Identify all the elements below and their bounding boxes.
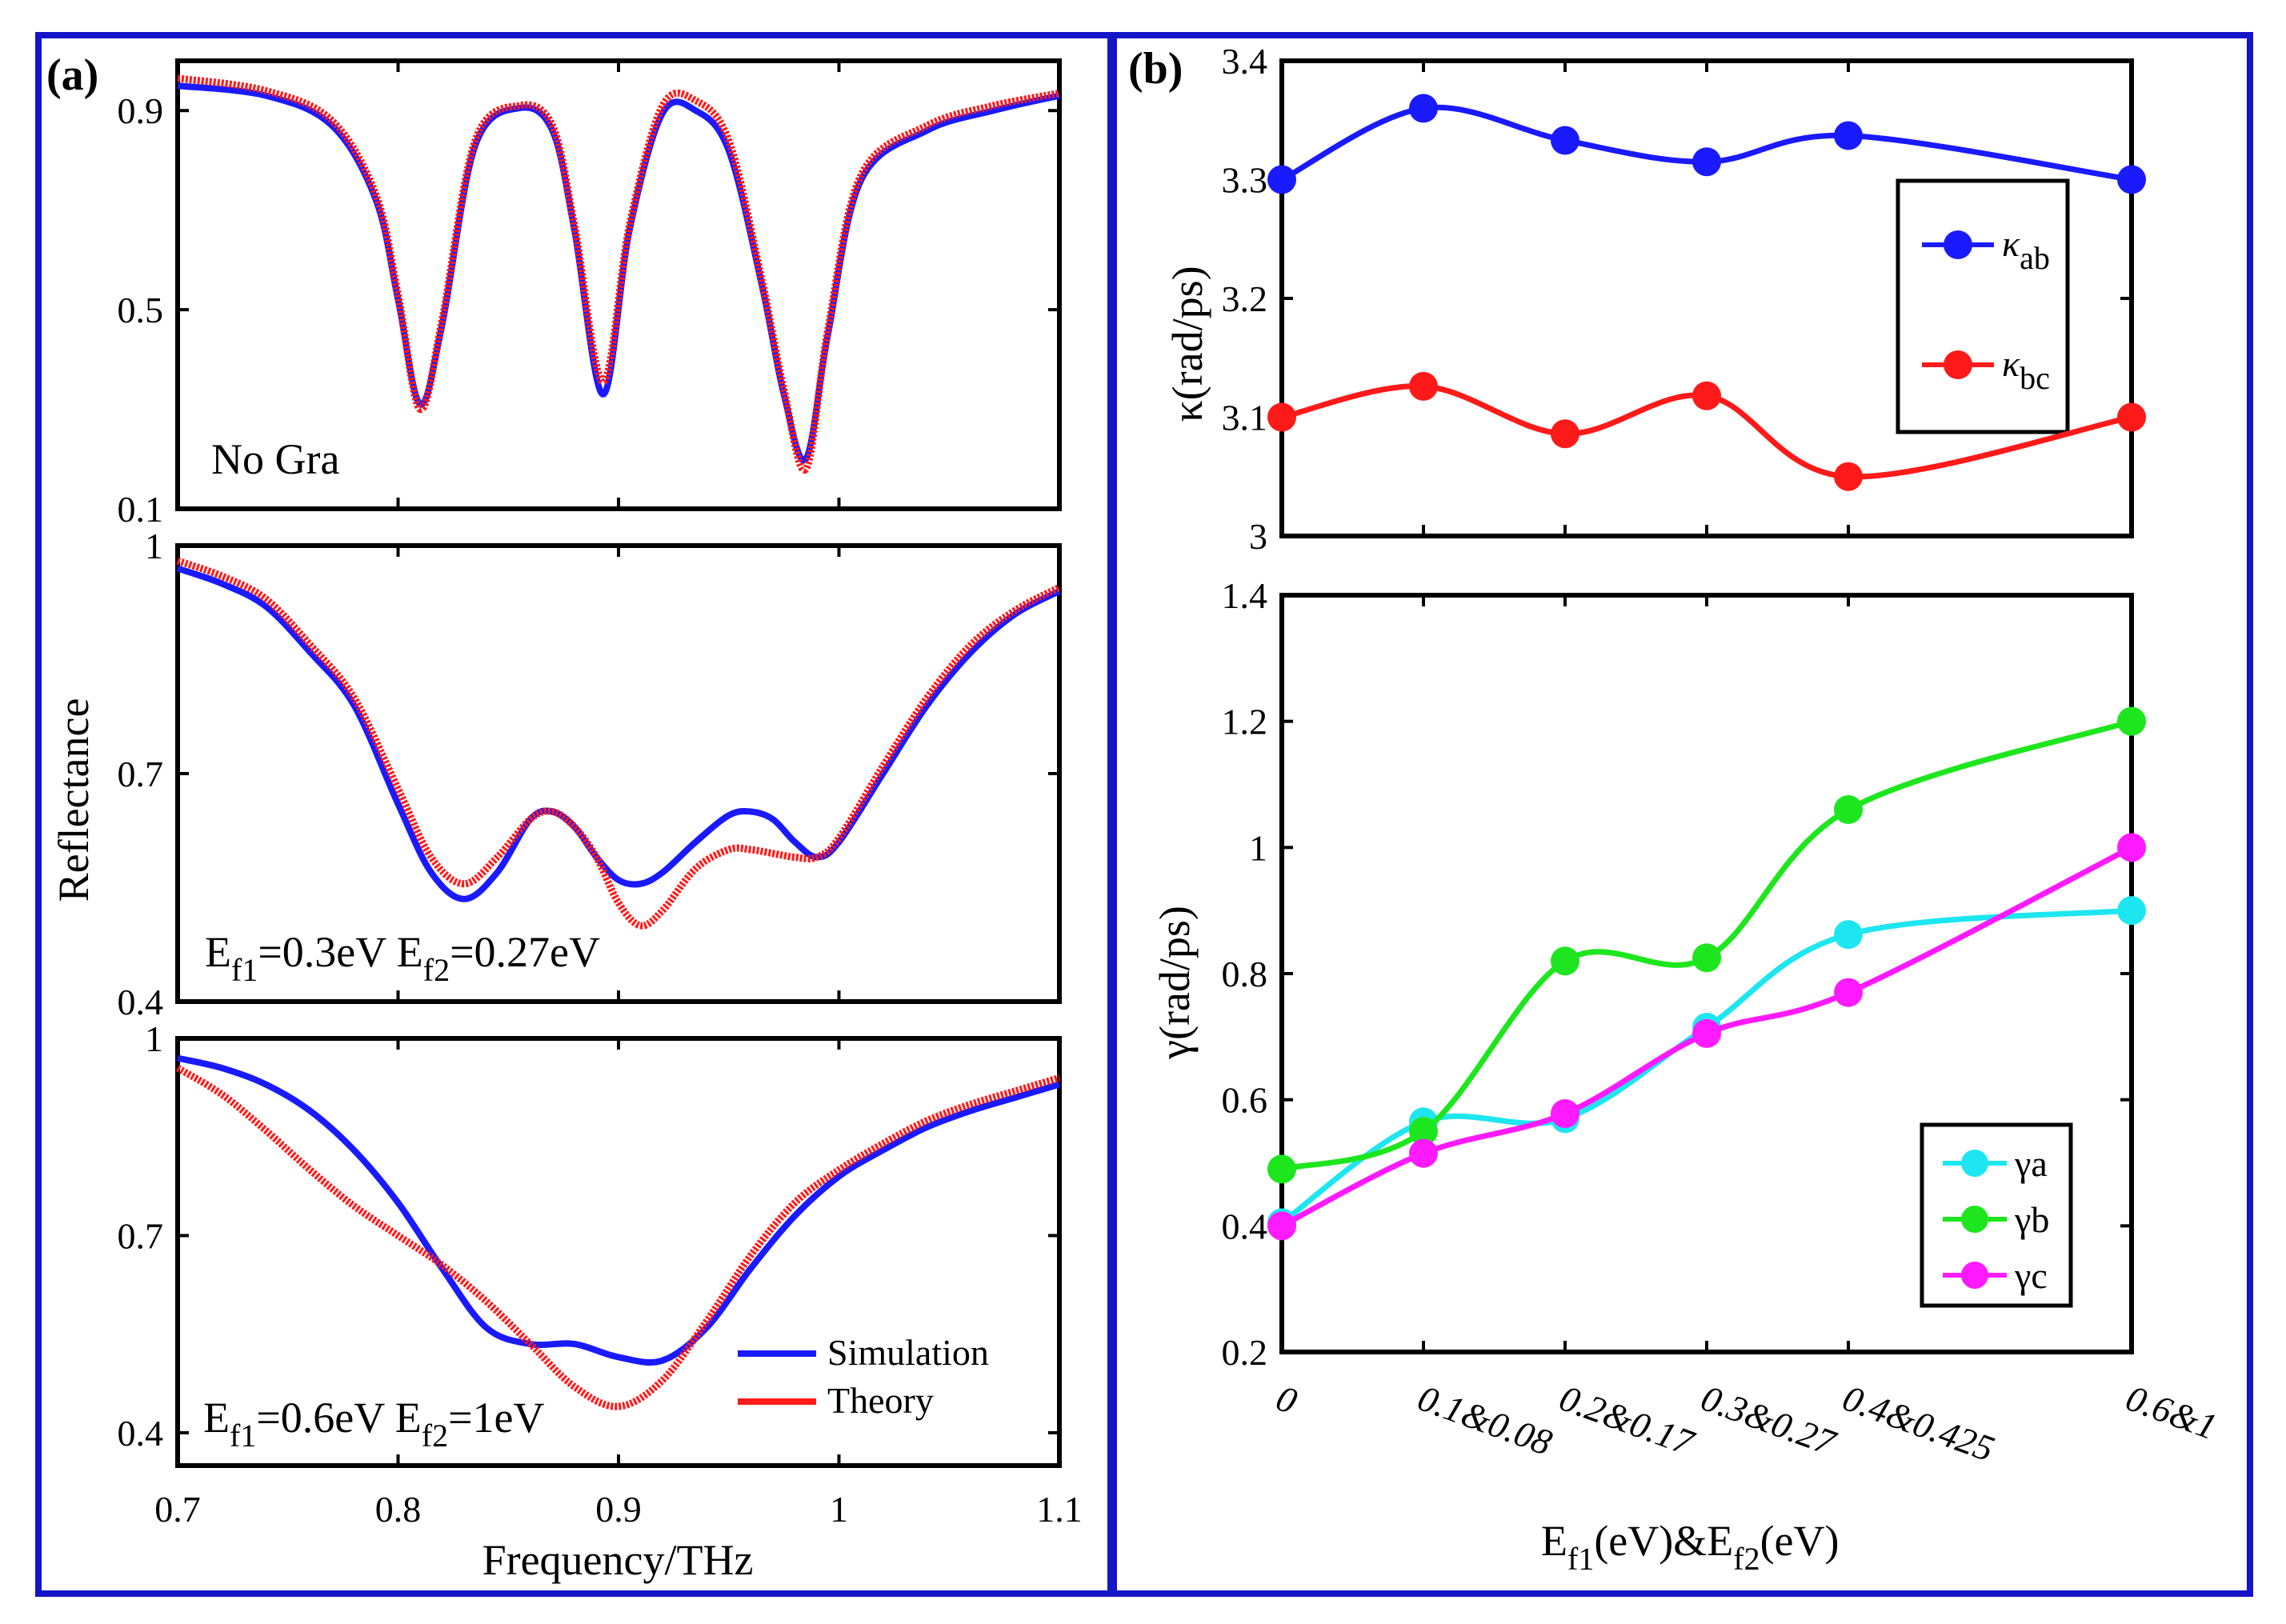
series-simulation-line bbox=[176, 565, 1061, 902]
y-tick-label: 3.3 bbox=[1222, 160, 1268, 201]
series-kappa-bc-point bbox=[1267, 402, 1296, 432]
series-gamma-c-point bbox=[1834, 978, 1863, 1007]
series-kappa-ab-point bbox=[2117, 165, 2146, 194]
series-theory-line bbox=[177, 74, 1060, 474]
gamma-legend-b-marker bbox=[1961, 1206, 1988, 1233]
series-gamma-a-point bbox=[1834, 920, 1863, 950]
subplot-2: 0.4 0.7 1 bbox=[118, 526, 1062, 1022]
panel-a-ylabel: Reflectance bbox=[50, 698, 98, 902]
x-tick-label: 0.3&0.27 bbox=[1696, 1377, 1843, 1463]
y-tick-label: 3.2 bbox=[1222, 278, 1268, 319]
series-kappa-bc-point bbox=[2117, 402, 2146, 432]
series-theory-line bbox=[176, 557, 1062, 930]
series-kappa-ab-point bbox=[1409, 94, 1438, 123]
x-tick-label: 0 bbox=[1271, 1377, 1303, 1422]
x-tick-label: 0.6&1 bbox=[2121, 1377, 2223, 1447]
legend-sim-label: Simulation bbox=[827, 1332, 989, 1373]
panel-b-xlabel: Ef1(eV)&Ef2(eV) bbox=[1541, 1517, 1840, 1577]
x-tick-label: 1.1 bbox=[1036, 1489, 1083, 1530]
gamma-legend: γa γb γc bbox=[1920, 1122, 2073, 1308]
kappa-legend-bc-label: κbc bbox=[2002, 343, 2050, 396]
series-gamma-c-point bbox=[1267, 1211, 1296, 1241]
x-tick-label: 0.9 bbox=[595, 1489, 642, 1530]
subplot-1: 0.1 0.5 0.9 bbox=[118, 58, 1062, 530]
x-tick-label: 0.8 bbox=[375, 1489, 422, 1530]
series-gamma-b-point bbox=[1834, 795, 1863, 825]
panel-a-label: (a) bbox=[46, 50, 98, 100]
panel-b-label: (b) bbox=[1128, 44, 1183, 94]
series-kappa-ab-line bbox=[1280, 104, 2132, 182]
legend-theory-label: Theory bbox=[827, 1380, 934, 1421]
y-tick-label: 3.4 bbox=[1222, 41, 1268, 82]
kappa-legend-bc-marker bbox=[1944, 350, 1972, 379]
gamma-ylabel: γ(rad/ps) bbox=[1151, 906, 1199, 1060]
x-tick-label: 1 bbox=[830, 1489, 848, 1530]
y-tick-label: 1 bbox=[145, 526, 163, 566]
y-tick-label: 0.4 bbox=[1222, 1206, 1268, 1246]
series-gamma-b-point bbox=[2117, 706, 2146, 736]
kappa-plot: 3 3.1 3.2 3.3 3.4 bbox=[1222, 41, 2146, 557]
gamma-legend-c-marker bbox=[1961, 1262, 1988, 1289]
series-theory-line bbox=[175, 1065, 1061, 1410]
subplot2-annotation: Ef1=0.3eV Ef2=0.27eV bbox=[205, 928, 600, 988]
series-kappa-bc-point bbox=[1692, 381, 1721, 410]
series-gamma-c-point bbox=[2117, 833, 2146, 862]
y-tick-label: 0.8 bbox=[1222, 954, 1268, 994]
series-gamma-c-point bbox=[1409, 1138, 1438, 1168]
kappa-legend: κab κbc bbox=[1896, 178, 2070, 434]
series-gamma-a-point bbox=[2117, 896, 2146, 926]
series-gamma-c-point bbox=[1692, 1018, 1721, 1048]
y-tick-label: 0.4 bbox=[118, 1413, 164, 1454]
series-gamma-b-point bbox=[1409, 1117, 1438, 1146]
series-gamma-c-point bbox=[1551, 1099, 1579, 1129]
y-tick-label: 1 bbox=[145, 1018, 163, 1059]
series-kappa-ab-point bbox=[1267, 165, 1296, 194]
y-tick-label: 0.2 bbox=[1222, 1332, 1268, 1373]
x-tick-label: 0.2&0.17 bbox=[1555, 1377, 1701, 1463]
y-tick-label: 1.4 bbox=[1222, 575, 1268, 616]
series-kappa-bc-point bbox=[1551, 419, 1579, 449]
gamma-legend-a-label: γa bbox=[2014, 1143, 2048, 1184]
kappa-ylabel: κ(rad/ps) bbox=[1163, 266, 1211, 422]
y-tick-label: 1.2 bbox=[1222, 702, 1268, 742]
series-kappa-ab-point bbox=[1692, 147, 1721, 177]
series-kappa-bc-point bbox=[1409, 371, 1438, 401]
y-tick-label: 0.9 bbox=[118, 90, 164, 131]
series-kappa-bc-point bbox=[1834, 462, 1863, 491]
x-tick-label: 0.7 bbox=[154, 1489, 201, 1530]
gamma-legend-b-label: γb bbox=[2014, 1199, 2049, 1240]
subplot3-annotation: Ef1=0.6eV Ef2=1eV bbox=[203, 1394, 545, 1454]
y-tick-label: 0.1 bbox=[118, 489, 164, 530]
y-tick-label: 0.5 bbox=[118, 290, 164, 330]
gamma-legend-c-label: γc bbox=[2014, 1255, 2048, 1296]
series-gamma-b-point bbox=[1692, 943, 1721, 973]
series-kappa-ab-point bbox=[1551, 126, 1579, 155]
y-tick-label: 3 bbox=[1249, 516, 1267, 557]
y-tick-label: 1 bbox=[1249, 827, 1267, 868]
x-tick-label: 0.4&0.425 bbox=[1838, 1377, 2000, 1469]
y-tick-label: 0.7 bbox=[118, 754, 164, 794]
y-tick-label: 3.1 bbox=[1222, 398, 1268, 438]
gamma-plot: 0.2 0.4 0.6 0.8 1 1.2 1.4 bbox=[1222, 575, 2146, 1373]
kappa-legend-ab-marker bbox=[1944, 230, 1972, 259]
y-tick-label: 0.6 bbox=[1222, 1080, 1268, 1121]
panel-a-legend: Simulation Theory bbox=[738, 1332, 989, 1421]
kappa-legend-ab-label: κab bbox=[2002, 223, 2050, 276]
series-gamma-b-point bbox=[1551, 946, 1579, 976]
series-simulation-line bbox=[177, 1054, 1061, 1366]
panel-b-frame bbox=[1111, 32, 2253, 1597]
series-kappa-ab-point bbox=[1834, 121, 1863, 150]
y-tick-label: 0.7 bbox=[118, 1215, 164, 1256]
kappa-legend-box bbox=[1896, 178, 2070, 434]
y-tick-label: 0.4 bbox=[118, 982, 164, 1022]
series-gamma-b-point bbox=[1267, 1154, 1296, 1184]
x-tick-label: 0.1&0.08 bbox=[1413, 1377, 1558, 1462]
subplot-3: 0.4 0.7 1 bbox=[118, 1018, 1062, 1468]
panel-a-xlabel: Frequency/THz bbox=[482, 1536, 754, 1584]
subplot1-annotation: No Gra bbox=[211, 435, 339, 483]
gamma-legend-a-marker bbox=[1961, 1150, 1988, 1177]
